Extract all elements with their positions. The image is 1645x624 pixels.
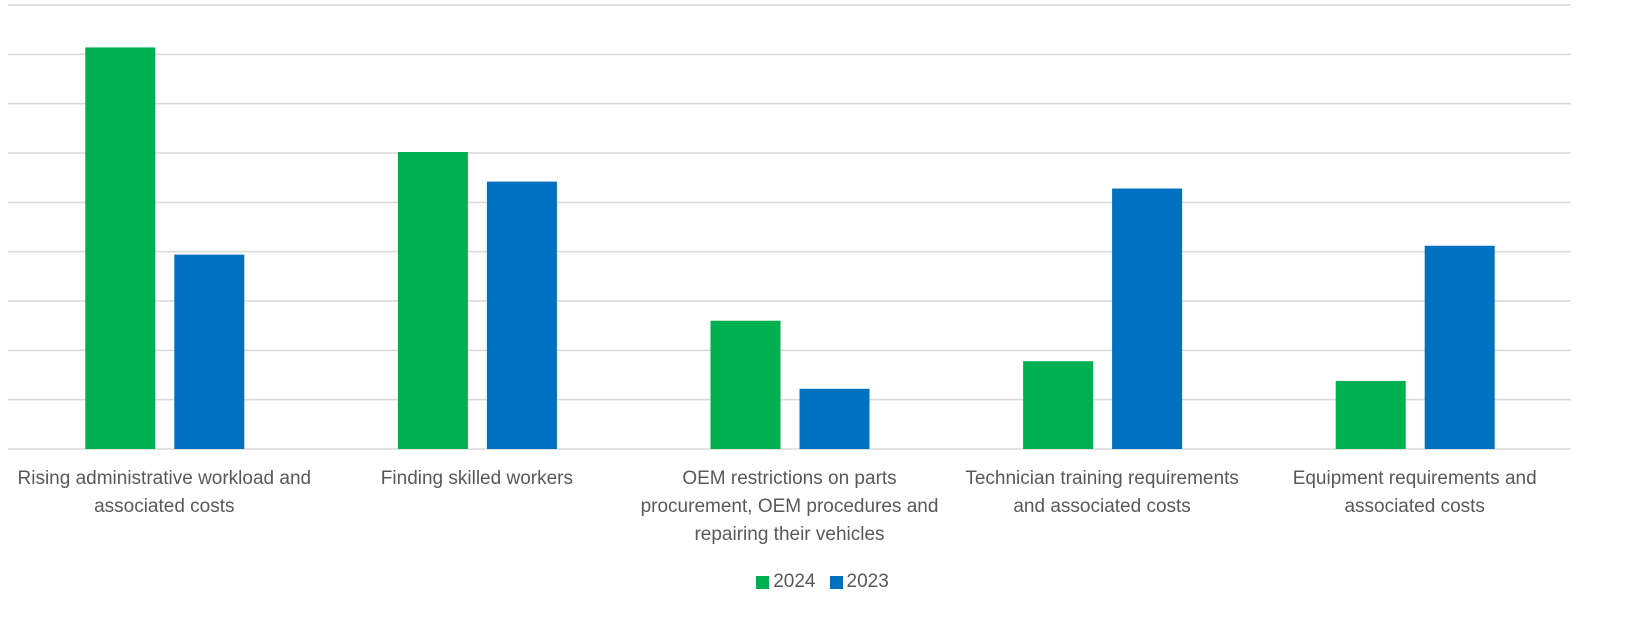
bar [799, 388, 870, 449]
bar [1112, 188, 1183, 449]
x-tick-label: Equipment requirements and associated co… [1292, 468, 1537, 517]
bar [1023, 361, 1094, 449]
bar [710, 320, 781, 449]
x-tick-label: Rising administrative workload and assoc… [17, 468, 312, 517]
bar [85, 47, 156, 449]
legend: 2024 2023 [0, 571, 1645, 593]
x-tick-label: OEM restrictions on parts procurement, O… [640, 468, 939, 545]
legend-item: 2024 [756, 571, 816, 593]
legend-swatch [756, 575, 770, 589]
legend-item: 2023 [829, 571, 889, 593]
plot-area [8, 4, 1571, 450]
legend-label: 2023 [846, 571, 889, 592]
legend-swatch [829, 575, 843, 589]
bar [174, 254, 245, 449]
bar [1424, 245, 1495, 449]
bar [1335, 380, 1406, 449]
x-tick-label: Technician training requirements and ass… [965, 468, 1239, 517]
bar [397, 152, 468, 449]
legend-label: 2024 [773, 571, 816, 592]
x-tick-label: Finding skilled workers [380, 468, 573, 489]
bar [486, 181, 557, 449]
